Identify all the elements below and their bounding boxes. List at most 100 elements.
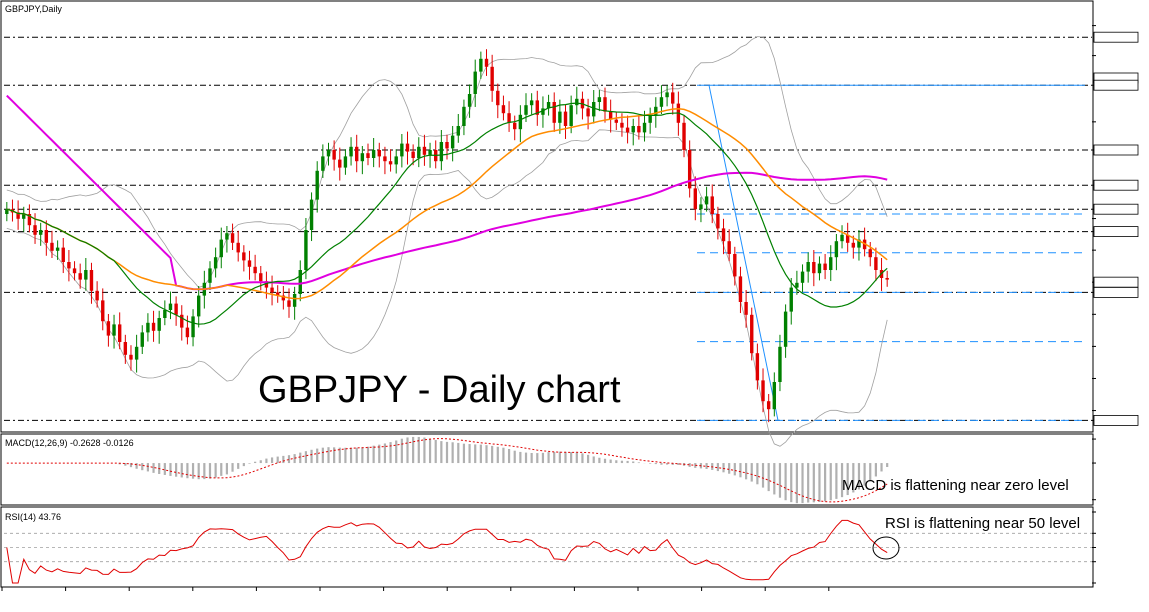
candle-body (490, 66, 494, 91)
candle-body (529, 100, 534, 106)
candle-body (84, 270, 88, 280)
candle-body (281, 295, 286, 301)
candle-body (687, 150, 692, 189)
candle-body (78, 273, 82, 280)
candle-body (733, 254, 737, 277)
candle-body (287, 300, 291, 307)
candle-body (659, 97, 664, 107)
macd-signal-line (6, 438, 888, 503)
price-axis-tag (1093, 79, 1139, 91)
candle-body (552, 102, 556, 123)
candle-body (885, 278, 889, 280)
candle-body (766, 401, 771, 410)
candle-body (270, 287, 274, 293)
candle-body (845, 234, 850, 243)
candle-body (704, 196, 709, 205)
candle-body (168, 303, 173, 310)
candle-body (259, 273, 263, 282)
candle-body (812, 262, 816, 274)
price-axis-tag (1093, 203, 1139, 215)
candle-body (134, 346, 139, 360)
candle-body (196, 295, 201, 317)
candle-body (806, 262, 810, 272)
candle-body (665, 92, 669, 98)
candle-body (89, 270, 94, 291)
price-axis-tag (1093, 179, 1139, 191)
candle-body (304, 230, 308, 270)
candle-body (546, 102, 551, 109)
candle-body (654, 106, 658, 115)
candle-body (16, 212, 20, 219)
candle-body (637, 126, 641, 133)
candle-body (693, 188, 698, 210)
candle-body (750, 314, 754, 354)
candle-body (716, 214, 720, 229)
candle-body (608, 111, 613, 120)
candle-body (840, 234, 844, 242)
price-axis-tag (1093, 226, 1139, 238)
candle-body (180, 314, 184, 328)
candle-body (27, 214, 32, 226)
candle-body (247, 260, 252, 267)
candle-body (219, 239, 223, 258)
candle-body (817, 263, 822, 274)
fibonacci-swing-line (708, 85, 779, 421)
candle-body (276, 292, 280, 296)
candle-body (366, 153, 370, 158)
candle-body (411, 151, 415, 158)
macd-legend: MACD(12,26,9) -0.2628 -0.0126 (5, 438, 134, 448)
candle-body (343, 156, 348, 168)
sma-100-line (6, 94, 888, 291)
candle-body (524, 105, 528, 115)
candle-body (857, 239, 861, 248)
rsi-legend: RSI(14) 43.76 (5, 512, 61, 522)
candle-body (800, 271, 805, 283)
candle-body (496, 90, 500, 106)
candle-body (146, 322, 150, 333)
candle-body (671, 92, 675, 104)
rsi-line (6, 519, 888, 584)
candle-body (253, 266, 257, 274)
candle-body (450, 135, 455, 149)
candle-body (789, 287, 793, 312)
candle-body (761, 380, 765, 402)
candle-body (338, 159, 342, 168)
candle-body (738, 276, 743, 302)
candle-body (242, 252, 246, 261)
candle-body (778, 346, 782, 382)
candle-body (783, 311, 788, 347)
candle-body (868, 249, 872, 258)
candle-body (140, 332, 144, 347)
candle-body (710, 196, 714, 214)
candle-body (462, 106, 466, 126)
chart-title: GBPJPY - Daily chart (258, 369, 621, 411)
candle-body (185, 327, 190, 338)
candle-body (417, 146, 421, 158)
candle-body (439, 142, 444, 162)
candle-body (479, 58, 483, 72)
candle-body (264, 281, 269, 288)
price-axis-tag (1093, 286, 1139, 298)
candle-body (642, 122, 647, 133)
candle-body (575, 98, 579, 106)
candle-body (772, 382, 777, 410)
sma-40-line (6, 108, 888, 300)
candle-body (625, 127, 630, 133)
candle-body (501, 105, 506, 114)
candle-body (44, 230, 49, 243)
candle-body (123, 342, 128, 355)
candle-body (72, 268, 77, 274)
candle-body (400, 143, 404, 157)
candle-body (225, 233, 229, 240)
candle-body (129, 354, 133, 360)
symbol-label: GBPJPY,Daily (5, 4, 62, 14)
candle-body (699, 204, 703, 210)
candle-body (592, 102, 596, 117)
candle-body (326, 150, 331, 157)
candle-body (586, 108, 590, 117)
candle-body (174, 303, 178, 315)
candle-body (309, 199, 314, 230)
candle-body (569, 105, 573, 126)
candle-body (95, 290, 99, 301)
